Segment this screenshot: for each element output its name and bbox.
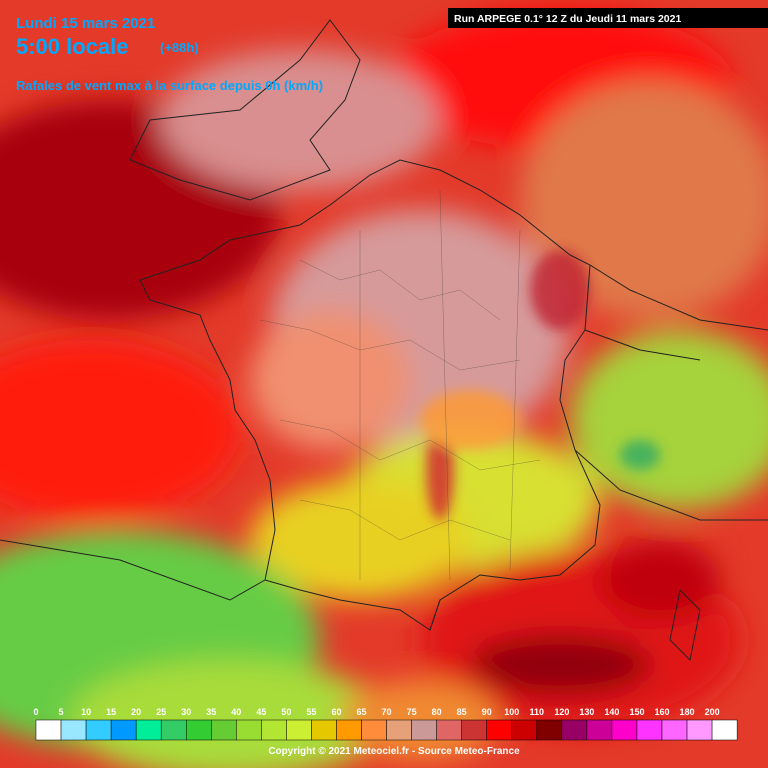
legend-swatch [185,719,212,741]
legend-label: 30 [181,707,191,717]
legend-swatch [661,719,688,741]
run-info: Run ARPEGE 0.1° 12 Z du Jeudi 11 mars 20… [454,13,681,25]
legend-label: 70 [382,707,392,717]
departments [259,189,541,581]
legend-swatch [636,719,663,741]
run-box [448,8,768,28]
borders [0,19,768,662]
legend-swatch [511,719,538,741]
legend-swatch [436,719,462,741]
lead-time: (+88h) [160,40,199,55]
legend-swatch [160,719,187,741]
legend-swatch [286,719,312,741]
legend-swatch [611,719,638,741]
legend-swatch [85,719,112,741]
legend-label: 75 [407,707,417,717]
legend-label: 110 [530,707,545,717]
legend-label: 160 [654,707,669,717]
legend-swatch [336,719,362,741]
subtitle: Rafales de vent max à la surface depuis … [16,78,323,93]
legend-swatch [461,719,487,741]
legend-label: 130 [579,707,594,717]
legend-label: 15 [106,707,116,717]
legend-label: 65 [357,707,367,717]
legend-swatch [211,719,237,741]
legend-label: 50 [281,707,291,717]
legend-label: 55 [306,707,316,717]
legend-label: 0 [33,707,38,717]
legend-swatch [411,719,437,741]
legend-swatch [561,719,588,741]
legend-swatch [60,719,87,741]
legend-label: 40 [231,707,241,717]
time: 5:00 locale [16,34,129,59]
legend-label: 80 [432,707,442,717]
legend-label: 100 [504,707,519,717]
legend-label: 200 [705,707,720,717]
legend-label: 60 [331,707,341,717]
legend-label: 180 [680,707,695,717]
legend-swatch [135,719,162,741]
legend-label: 25 [156,707,166,717]
legend: 0 5 10 15 20 25 30 35 40 45 50 55 60 65 70 75 80 85 90 100 1… [33,707,738,741]
legend-label: 20 [131,707,141,717]
legend-label: 85 [457,707,467,717]
legend-swatch [311,719,337,741]
legend-label: 90 [482,707,492,717]
date: Lundi 15 mars 2021 [16,15,155,32]
legend-label: 150 [629,707,644,717]
legend-label: 35 [206,707,216,717]
copyright: Copyright © 2021 Meteociel.fr - Source M… [268,746,520,757]
legend-swatch [711,719,738,741]
legend-swatch [35,719,62,741]
legend-label: 10 [81,707,91,717]
legend-swatch [486,719,513,741]
legend-label: 120 [554,707,569,717]
legend-swatch [536,719,563,741]
legend-swatch [386,719,412,741]
legend-swatch [236,719,262,741]
legend-swatch [686,719,713,741]
legend-swatch [110,719,137,741]
legend-swatch [261,719,287,741]
legend-label: 140 [604,707,619,717]
legend-swatch [586,719,613,741]
legend-swatch [361,719,387,741]
legend-label: 5 [59,707,64,717]
legend-label: 45 [256,707,266,717]
